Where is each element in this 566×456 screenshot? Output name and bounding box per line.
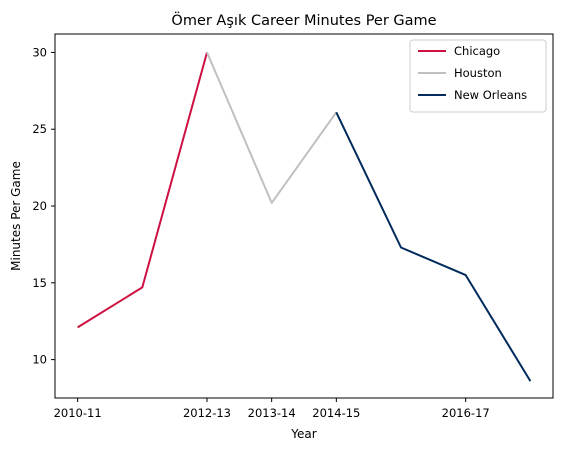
series-line-0 [77, 52, 208, 329]
y-tick-label: 15 [32, 276, 47, 290]
x-tick-label: 2010-11 [54, 406, 102, 420]
x-axis-label: Year [290, 427, 316, 441]
y-axis: 10 15 20 25 30 [32, 45, 55, 367]
legend-label: New Orleans [454, 88, 527, 102]
chart-title: Ömer Aşık Career Minutes Per Game [171, 11, 436, 29]
x-tick-label: 2013-14 [248, 406, 296, 420]
y-axis-label: Minutes Per Game [9, 161, 23, 271]
x-tick-label: 2016-17 [442, 406, 490, 420]
x-axis: 2010-11 2012-13 2013-14 2014-15 2016-17 [54, 398, 490, 420]
series-line-2 [335, 111, 532, 382]
y-tick-label: 25 [32, 122, 47, 136]
x-tick-label: 2014-15 [312, 406, 360, 420]
plot-frame [54, 33, 554, 399]
y-tick-label: 20 [32, 199, 47, 213]
series-line-1 [206, 52, 338, 204]
legend-label: Chicago [454, 44, 500, 58]
x-tick-label: 2012-13 [183, 406, 231, 420]
series-layer [77, 52, 532, 382]
legend: Chicago Houston New Orleans [409, 39, 547, 113]
y-tick-label: 10 [32, 353, 47, 367]
y-tick-label: 30 [32, 45, 47, 59]
legend-label: Houston [454, 66, 502, 80]
